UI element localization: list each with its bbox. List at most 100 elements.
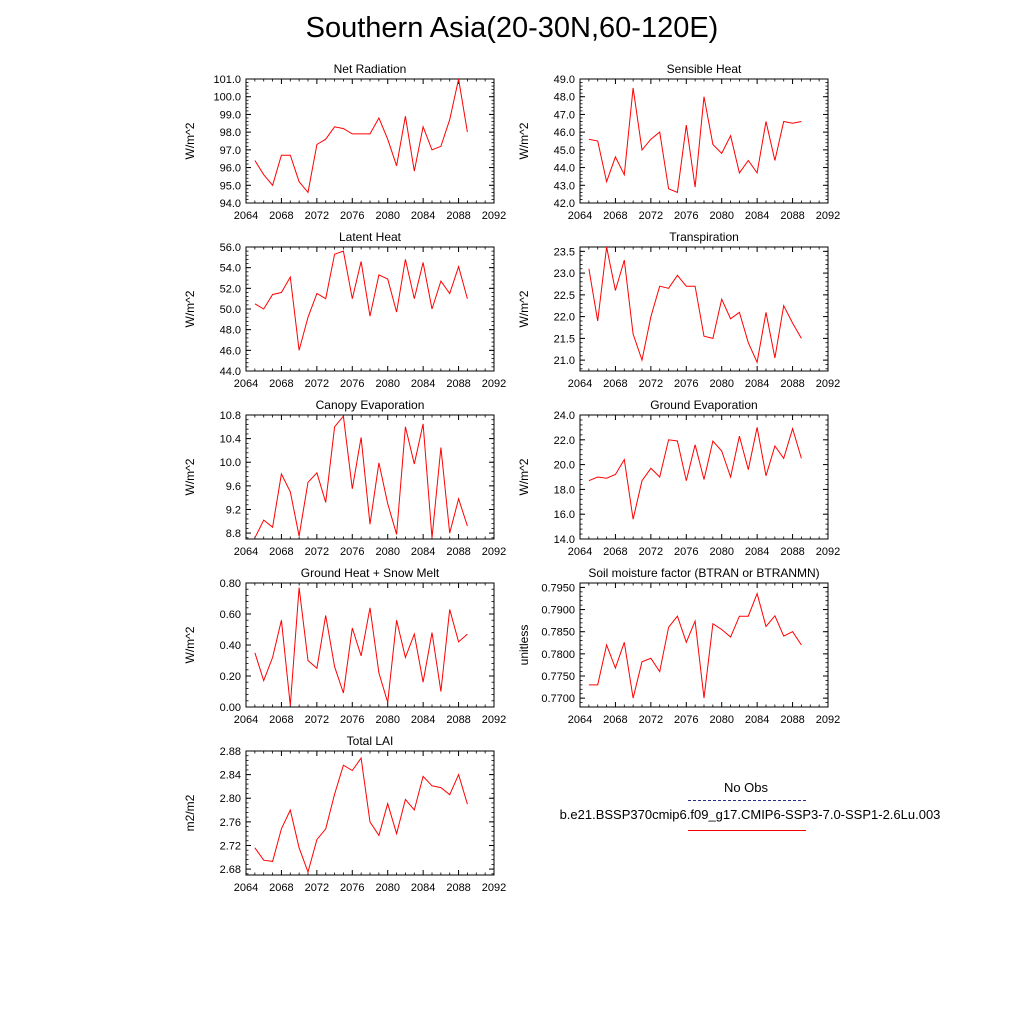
- x-tick-label: 2092: [482, 378, 506, 390]
- x-tick-label: 2080: [709, 378, 733, 390]
- panel-soil-moisture-factor-btran-or-btranmn: Soil moisture factor (BTRAN or BTRANMN) u…: [517, 566, 840, 726]
- legend-run-label: b.e21.BSSP370cmip6.f09_g17.CMIP6-SSP3-7.…: [559, 807, 941, 822]
- x-tick-label: 2076: [340, 378, 364, 390]
- y-tick-label: 0.7900: [541, 605, 575, 617]
- y-tick-label: 101.0: [213, 74, 241, 86]
- y-tick-label: 22.0: [554, 312, 575, 324]
- x-tick-label: 2076: [674, 714, 698, 726]
- series-line: [588, 592, 802, 699]
- x-tick-label: 2084: [411, 546, 435, 558]
- x-tick-label: 2080: [375, 882, 399, 894]
- x-tick-label: 2084: [745, 378, 769, 390]
- x-tick-label: 2088: [446, 714, 470, 726]
- x-tick-label: 2076: [340, 210, 364, 222]
- y-tick-label: 0.80: [220, 578, 241, 590]
- plot-frame: [579, 582, 829, 708]
- x-tick-label: 2084: [411, 714, 435, 726]
- y-tick-label: 44.0: [220, 366, 241, 378]
- y-tick-label: 95.0: [220, 180, 241, 192]
- y-axis-label: W/m^2: [183, 290, 197, 327]
- x-tick-label: 2068: [269, 714, 293, 726]
- x-tick-label: 2088: [780, 378, 804, 390]
- x-tick-label: 2080: [375, 210, 399, 222]
- series-line: [588, 246, 802, 364]
- y-tick-label: 10.4: [220, 434, 241, 446]
- y-tick-label: 2.76: [220, 817, 241, 829]
- y-tick-label: 23.0: [554, 268, 575, 280]
- y-tick-label: 0.40: [220, 640, 241, 652]
- legend-run-line: [688, 830, 806, 831]
- y-tick-label: 8.8: [226, 528, 241, 540]
- x-tick-label: 2084: [745, 714, 769, 726]
- y-tick-label: 2.72: [220, 840, 241, 852]
- y-tick-label: 0.00: [220, 702, 241, 714]
- series-line: [254, 250, 468, 351]
- x-tick-label: 2084: [745, 546, 769, 558]
- x-tick-label: 2092: [482, 210, 506, 222]
- x-tick-label: 2072: [639, 714, 663, 726]
- x-tick-label: 2068: [269, 378, 293, 390]
- y-tick-label: 10.0: [220, 457, 241, 469]
- y-tick-label: 2.88: [220, 746, 241, 758]
- x-tick-label: 2076: [340, 546, 364, 558]
- y-tick-label: 46.0: [220, 345, 241, 357]
- x-tick-label: 2092: [816, 378, 840, 390]
- figure-title: Southern Asia(20-30N,60-120E): [305, 12, 719, 44]
- y-tick-label: 43.0: [554, 180, 575, 192]
- panel-sensible-heat: Sensible Heat W/m^2 2064 2068 2072 2076 2080 20…: [517, 62, 840, 222]
- x-tick-label: 2072: [639, 210, 663, 222]
- y-tick-label: 45.0: [554, 145, 575, 157]
- y-tick-label: 48.0: [220, 325, 241, 337]
- panel-title: Sensible Heat: [667, 62, 742, 76]
- x-tick-label: 2072: [305, 210, 329, 222]
- x-tick-label: 2064: [234, 210, 258, 222]
- y-tick-label: 100.0: [213, 92, 241, 104]
- x-tick-label: 2064: [234, 714, 258, 726]
- x-tick-label: 2076: [340, 882, 364, 894]
- x-tick-label: 2088: [780, 546, 804, 558]
- x-tick-label: 2072: [305, 714, 329, 726]
- y-tick-label: 16.0: [554, 509, 575, 521]
- panel-title: Ground Evaporation: [650, 398, 757, 412]
- series-line: [254, 78, 468, 194]
- panel-title: Soil moisture factor (BTRAN or BTRANMN): [588, 566, 819, 580]
- y-tick-label: 0.7950: [541, 582, 575, 594]
- x-tick-label: 2072: [639, 546, 663, 558]
- y-tick-label: 97.0: [220, 145, 241, 157]
- plot-frame: [245, 78, 495, 204]
- y-tick-label: 52.0: [220, 283, 241, 295]
- y-tick-label: 21.0: [554, 355, 575, 367]
- x-tick-label: 2080: [375, 378, 399, 390]
- panel-latent-heat: Latent Heat W/m^2 2064 2068 2072 2076 2080 2084…: [183, 230, 506, 390]
- series-line: [588, 426, 802, 520]
- x-tick-label: 2084: [411, 882, 435, 894]
- panel-ground-heat-snow-melt: Ground Heat + Snow Melt W/m^2 2064 2068 2072…: [183, 566, 506, 726]
- y-tick-label: 22.5: [554, 290, 575, 302]
- y-axis-label: m2/m2: [183, 794, 197, 831]
- x-tick-label: 2072: [305, 882, 329, 894]
- legend: No Obs b.e21.BSSP370cmip6.f09_g17.CMIP6-…: [520, 778, 980, 838]
- x-tick-label: 2076: [674, 378, 698, 390]
- y-tick-label: 24.0: [554, 410, 575, 422]
- y-tick-label: 47.0: [554, 109, 575, 121]
- x-tick-label: 2092: [816, 546, 840, 558]
- x-tick-label: 2076: [674, 546, 698, 558]
- y-axis-label: W/m^2: [517, 290, 531, 327]
- x-tick-label: 2080: [375, 714, 399, 726]
- y-tick-label: 2.80: [220, 793, 241, 805]
- y-tick-label: 0.7850: [541, 627, 575, 639]
- y-tick-label: 49.0: [554, 74, 575, 86]
- y-tick-label: 21.5: [554, 333, 575, 345]
- x-tick-label: 2068: [269, 210, 293, 222]
- panel-title: Transpiration: [669, 230, 739, 244]
- x-tick-label: 2092: [816, 714, 840, 726]
- panel-canopy-evaporation: Canopy Evaporation W/m^2 2064 2068 2072 2076 2…: [183, 398, 506, 558]
- y-axis-label: W/m^2: [183, 458, 197, 495]
- y-tick-label: 96.0: [220, 163, 241, 175]
- x-tick-label: 2072: [305, 378, 329, 390]
- panel-ground-evaporation: Ground Evaporation W/m^2 2064 2068 2072 2076 2…: [517, 398, 840, 558]
- x-tick-label: 2092: [482, 882, 506, 894]
- x-tick-label: 2064: [568, 378, 592, 390]
- x-tick-label: 2088: [446, 210, 470, 222]
